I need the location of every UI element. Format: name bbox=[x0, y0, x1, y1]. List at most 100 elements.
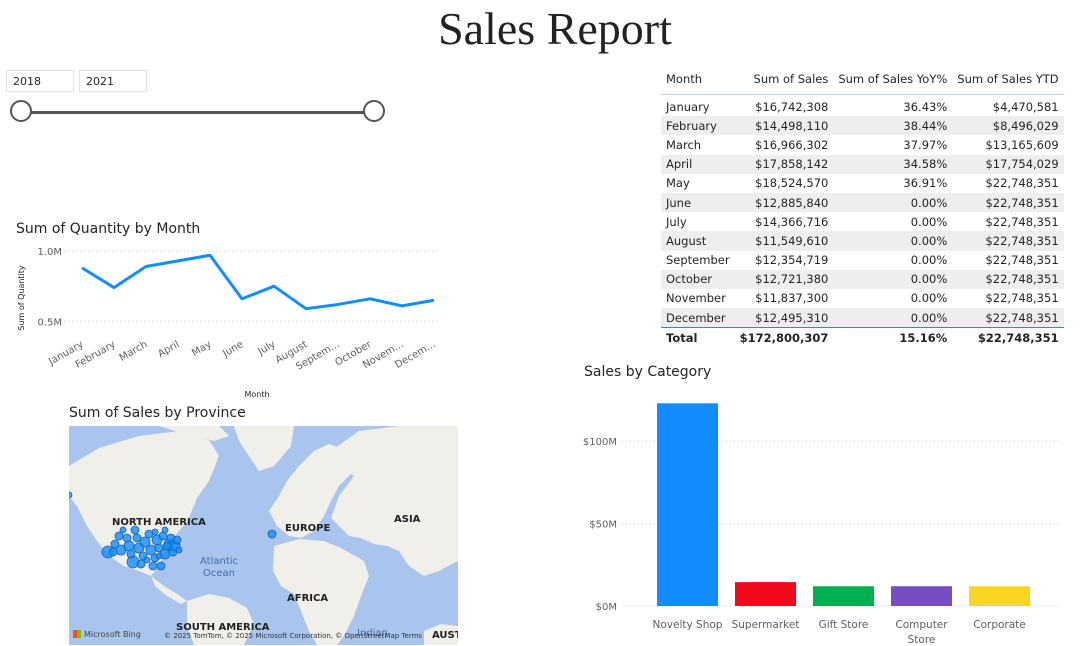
slider-end-handle[interactable] bbox=[363, 100, 385, 122]
data-point[interactable] bbox=[369, 297, 372, 300]
yoy-cell: 0.00% bbox=[833, 308, 953, 328]
sales-bubble[interactable] bbox=[155, 552, 163, 560]
data-point[interactable] bbox=[401, 304, 404, 307]
yoy-cell: 0.00% bbox=[833, 231, 953, 251]
sales-bubble[interactable] bbox=[151, 528, 159, 536]
column-header-ytd[interactable]: Sum of Sales YTD bbox=[952, 64, 1064, 95]
yoy-cell: 34.58% bbox=[833, 154, 953, 174]
y-tick-label: $100M bbox=[583, 437, 617, 448]
table-row[interactable]: September $12,354,719 0.00% $22,748,351 bbox=[661, 251, 1064, 270]
table-row[interactable]: October $12,721,380 0.00% $22,748,351 bbox=[661, 269, 1064, 289]
data-point[interactable] bbox=[241, 297, 244, 300]
sales-bubble[interactable] bbox=[123, 540, 135, 552]
sales-bubble[interactable] bbox=[119, 526, 127, 534]
x-tick-label: Novelty Shop bbox=[653, 619, 723, 631]
sales-bubble[interactable] bbox=[172, 535, 182, 545]
table-row[interactable]: February $14,498,110 38.44% $8,496,029 bbox=[661, 116, 1064, 136]
sales-bubble[interactable] bbox=[156, 561, 166, 571]
sales-bubble[interactable] bbox=[114, 531, 124, 541]
data-point[interactable] bbox=[273, 285, 276, 288]
sales-by-category-bar-chart[interactable]: $100M $50M $0M Novelty Shop Supermarket Gift … bbox=[570, 395, 1070, 646]
y-axis-label: Sum of Quantity bbox=[17, 265, 26, 331]
total-yoy: 15.16% bbox=[833, 327, 953, 349]
table-row[interactable]: May $18,524,570 36.91% $22,748,351 bbox=[661, 174, 1064, 193]
data-point[interactable] bbox=[433, 299, 436, 302]
table-row[interactable]: April $17,858,142 34.58% $17,754,029 bbox=[661, 154, 1064, 174]
sales-bubble[interactable] bbox=[175, 546, 183, 554]
map-attribution[interactable]: © 2025 TomTom, © 2025 Microsoft Corporat… bbox=[164, 632, 423, 640]
column-header-sum-of-sales[interactable]: Sum of Sales bbox=[734, 64, 834, 95]
quantity-series-line[interactable] bbox=[81, 253, 435, 311]
category-bar[interactable] bbox=[657, 403, 718, 606]
label-europe: EUROPE bbox=[285, 523, 331, 534]
data-point[interactable] bbox=[209, 254, 212, 257]
sales-by-province-map[interactable]: NORTH AMERICA EUROPE ASIA AFRICA SOUTH A… bbox=[69, 426, 458, 645]
data-point[interactable] bbox=[305, 307, 308, 310]
sales-cell: $14,366,716 bbox=[755, 214, 829, 229]
month-cell: June bbox=[661, 192, 735, 213]
category-bar[interactable] bbox=[891, 586, 952, 606]
sales-bubble[interactable] bbox=[145, 544, 157, 556]
map-bubbles[interactable] bbox=[69, 426, 458, 645]
month-cell: December bbox=[661, 308, 735, 328]
sales-bubble[interactable] bbox=[161, 526, 169, 534]
sales-bubble[interactable] bbox=[108, 547, 118, 557]
month-cell: January bbox=[666, 99, 710, 114]
sales-bubble[interactable] bbox=[148, 561, 158, 571]
x-tick-label: Gift Store bbox=[819, 619, 869, 631]
slider-start-handle[interactable] bbox=[10, 100, 32, 122]
sales-bubble[interactable] bbox=[110, 539, 120, 549]
sales-bubble[interactable] bbox=[132, 533, 142, 543]
date-slider-track[interactable] bbox=[22, 111, 374, 114]
category-bar[interactable] bbox=[813, 586, 874, 606]
category-bar[interactable] bbox=[969, 586, 1030, 606]
table-row[interactable]: December $12,495,310 0.00% $22,748,351 bbox=[661, 308, 1064, 328]
category-bar[interactable] bbox=[735, 582, 796, 606]
data-point[interactable] bbox=[177, 259, 180, 262]
data-point[interactable] bbox=[113, 286, 116, 289]
data-point[interactable] bbox=[145, 265, 148, 268]
ytd-cell: $22,748,351 bbox=[952, 269, 1064, 289]
start-date-input[interactable]: 2018 bbox=[6, 70, 74, 92]
y-tick-label: 1.0M bbox=[37, 247, 62, 258]
sales-bubble[interactable] bbox=[126, 549, 136, 559]
x-tick-label: April bbox=[156, 339, 181, 360]
y-tick-label: 0.5M bbox=[37, 317, 62, 328]
month-cell: September bbox=[666, 253, 730, 268]
sales-bubble[interactable] bbox=[162, 541, 172, 551]
report-title: Sales Report bbox=[438, 3, 672, 54]
ytd-cell: $22,748,351 bbox=[985, 176, 1059, 191]
sales-bubble[interactable] bbox=[267, 529, 277, 539]
x-tick-label: Store bbox=[908, 634, 936, 646]
total-label: Total bbox=[661, 327, 735, 349]
sales-bubble[interactable] bbox=[143, 556, 151, 564]
table-row[interactable]: March $16,966,302 37.97% $13,165,609 bbox=[661, 135, 1064, 154]
sales-cell: $11,837,300 bbox=[755, 291, 829, 306]
end-date-input[interactable]: 2021 bbox=[79, 70, 147, 92]
sales-bubble[interactable] bbox=[154, 543, 164, 553]
quantity-chart-title: Sum of Quantity by Month bbox=[16, 221, 201, 237]
column-header-month[interactable]: Month bbox=[661, 64, 735, 95]
total-sales: $172,800,307 bbox=[734, 327, 834, 349]
total-ytd: $22,748,351 bbox=[952, 327, 1064, 349]
table-row[interactable]: January $16,742,308 36.43% $4,470,581 bbox=[661, 95, 1064, 117]
sales-bubble[interactable] bbox=[139, 536, 151, 548]
sales-bubble[interactable] bbox=[130, 525, 140, 535]
table-row[interactable]: June $12,885,840 0.00% $22,748,351 bbox=[661, 192, 1064, 213]
table-row[interactable]: July $14,366,716 0.00% $22,748,351 bbox=[661, 212, 1064, 231]
yoy-cell: 0.00% bbox=[910, 253, 948, 268]
label-north-america: NORTH AMERICA bbox=[112, 517, 206, 528]
sales-bubble[interactable] bbox=[136, 559, 146, 569]
table-row[interactable]: November $11,837,300 0.00% $22,748,351 bbox=[661, 289, 1064, 308]
data-point[interactable] bbox=[337, 303, 340, 306]
table-row[interactable]: August $11,549,610 0.00% $22,748,351 bbox=[661, 231, 1064, 251]
column-header-yoy[interactable]: Sum of Sales YoY% bbox=[833, 64, 953, 95]
sales-cell: $12,885,840 bbox=[734, 192, 834, 213]
x-tick-label: Computer bbox=[895, 619, 948, 631]
sales-bubble[interactable] bbox=[69, 491, 73, 499]
data-point[interactable] bbox=[81, 266, 84, 269]
ytd-cell: $8,496,029 bbox=[952, 116, 1064, 136]
yoy-cell: 38.44% bbox=[833, 116, 953, 136]
y-tick-label: $50M bbox=[589, 520, 617, 531]
